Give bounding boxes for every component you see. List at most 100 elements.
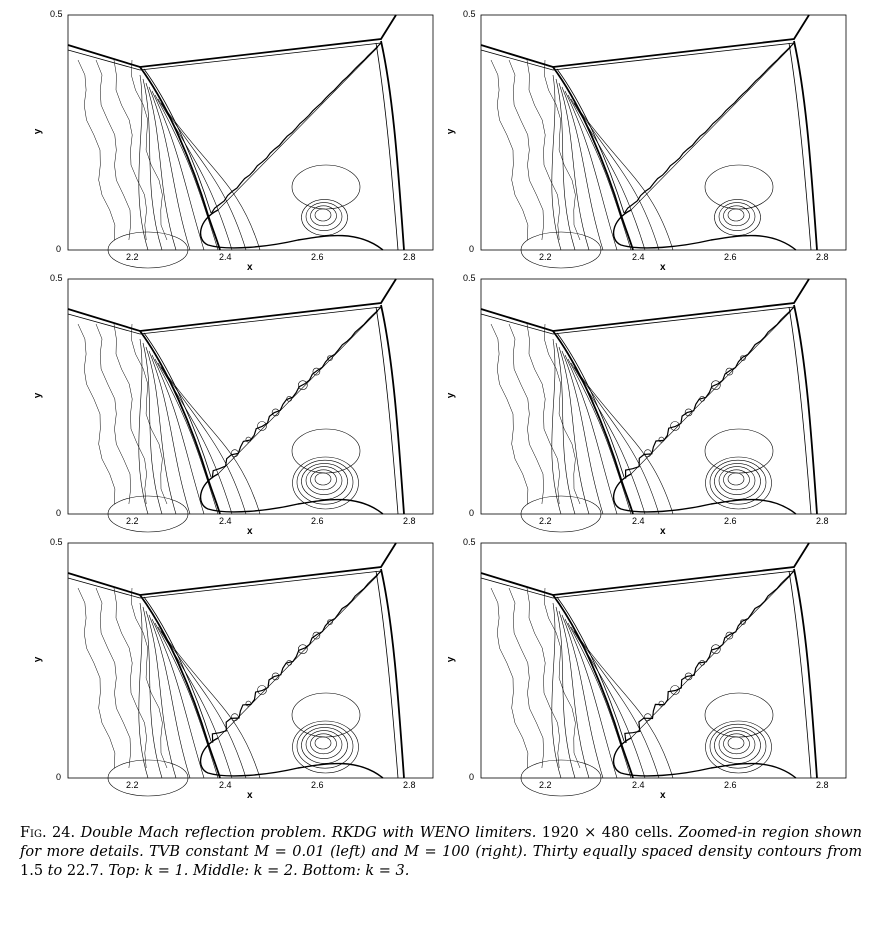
eddy-contour	[711, 380, 721, 390]
thin-contour	[526, 59, 560, 241]
mach-stem	[380, 40, 405, 251]
caption-m-right: M = 100	[404, 844, 470, 860]
fan-contour	[157, 362, 233, 515]
fan-contour	[163, 634, 261, 779]
slip-line-contour	[217, 46, 379, 211]
thin-contour	[95, 323, 131, 505]
fan-contour	[573, 366, 660, 515]
x-tick-label: 2.4	[632, 780, 645, 790]
vortex-contour	[727, 472, 745, 486]
reflected-shock	[139, 66, 221, 251]
eddy-contour	[740, 619, 746, 625]
fan-contour	[558, 82, 590, 251]
slip-line	[210, 42, 382, 214]
contour-panel: 2.2 2.4 2.6 2.8 0 0.5 x y	[445, 536, 865, 802]
incident-shock	[67, 278, 397, 332]
slip-line	[624, 570, 795, 744]
vortex-contour	[310, 733, 337, 755]
thin-contour	[544, 323, 581, 505]
thin-contour	[77, 587, 116, 769]
x-tick-label: 2.4	[632, 516, 645, 526]
fan-contour	[570, 626, 646, 779]
eddy-contour	[312, 631, 321, 640]
eddy-contour	[644, 713, 652, 721]
fan-contour	[558, 610, 590, 779]
fan-contour	[157, 626, 233, 779]
fan-contour	[154, 94, 219, 251]
y-tick-label: 0	[56, 772, 62, 782]
contour-plot-svg	[480, 542, 847, 797]
figure-label: Fig. 24.	[20, 825, 76, 841]
figure-caption: Fig. 24. Double Mach reflection problem.…	[20, 824, 862, 881]
incident-shock	[67, 14, 397, 68]
fan-contour	[564, 354, 618, 515]
reflected-shock-contour	[143, 332, 212, 478]
wall-contour	[107, 495, 189, 533]
mach-stem	[793, 40, 818, 251]
thin-contour	[490, 323, 529, 505]
vortex-contour	[714, 727, 761, 764]
fan-contour	[157, 98, 233, 251]
mach-stem-contour	[375, 42, 399, 251]
mach-stem	[793, 304, 818, 515]
caption-right: (right).	[475, 844, 528, 860]
thin-contour	[131, 59, 168, 241]
vortex-contour	[705, 456, 772, 510]
thin-contour	[131, 587, 168, 769]
x-tick-label: 2.6	[724, 516, 737, 526]
eddy-contour	[312, 367, 321, 376]
x-tick-label: 2.4	[632, 252, 645, 262]
plot-frame	[480, 14, 847, 251]
fan-contour	[148, 350, 191, 515]
caption-range-from: 1.5	[20, 863, 44, 879]
plot-frame	[67, 14, 434, 251]
vortex-contour	[292, 456, 359, 510]
x-tick-label: 2.2	[126, 516, 139, 526]
fan-contour	[573, 102, 660, 251]
contour-plot-svg	[480, 14, 847, 269]
thin-contour	[508, 59, 544, 241]
mach-stem	[793, 568, 818, 779]
eddy-contour	[644, 449, 652, 457]
eddy-contour	[298, 644, 308, 654]
y-tick-label: 0.5	[50, 273, 63, 283]
fan-contour	[142, 342, 163, 515]
fan-contour	[151, 354, 205, 515]
fan-contour	[561, 86, 604, 251]
mach-stem-contour	[788, 570, 812, 779]
dome-contour	[704, 692, 774, 738]
x-tick-label: 2.8	[816, 780, 829, 790]
thin-contour	[526, 323, 560, 505]
vortex-contour	[709, 723, 767, 769]
caption-to: to	[47, 863, 63, 879]
vortex-contour	[723, 733, 750, 755]
caption-range-to: 22.7.	[66, 863, 104, 879]
fan-contour	[551, 74, 562, 251]
mach-stem-contour	[375, 570, 399, 779]
jet-contour	[612, 209, 797, 251]
y-tick-label: 0	[56, 508, 62, 518]
y-axis-label: y	[445, 656, 457, 663]
vortex-contour	[314, 472, 332, 486]
eddy-contour	[286, 396, 292, 402]
plot-frame	[67, 542, 434, 779]
vortex-contour	[723, 205, 750, 227]
fan-contour	[576, 634, 674, 779]
caption-grid: 1920 × 480 cells.	[541, 825, 673, 841]
y-tick-label: 0	[56, 244, 62, 254]
x-tick-label: 2.6	[724, 780, 737, 790]
eddy-contour	[245, 700, 252, 707]
thin-contour	[113, 587, 147, 769]
incident-shock-contour	[480, 42, 795, 71]
fan-contour	[163, 106, 261, 251]
slip-line	[211, 570, 382, 743]
reflected-shock	[139, 594, 221, 779]
contour-plot-svg	[480, 278, 847, 533]
thin-contour	[113, 323, 147, 505]
eddy-contour	[286, 660, 292, 666]
vortex-contour	[292, 720, 359, 774]
wall-contour	[520, 231, 602, 269]
vortex-contour	[314, 736, 332, 750]
vortex-contour	[314, 208, 332, 222]
y-axis-label: y	[32, 128, 44, 135]
